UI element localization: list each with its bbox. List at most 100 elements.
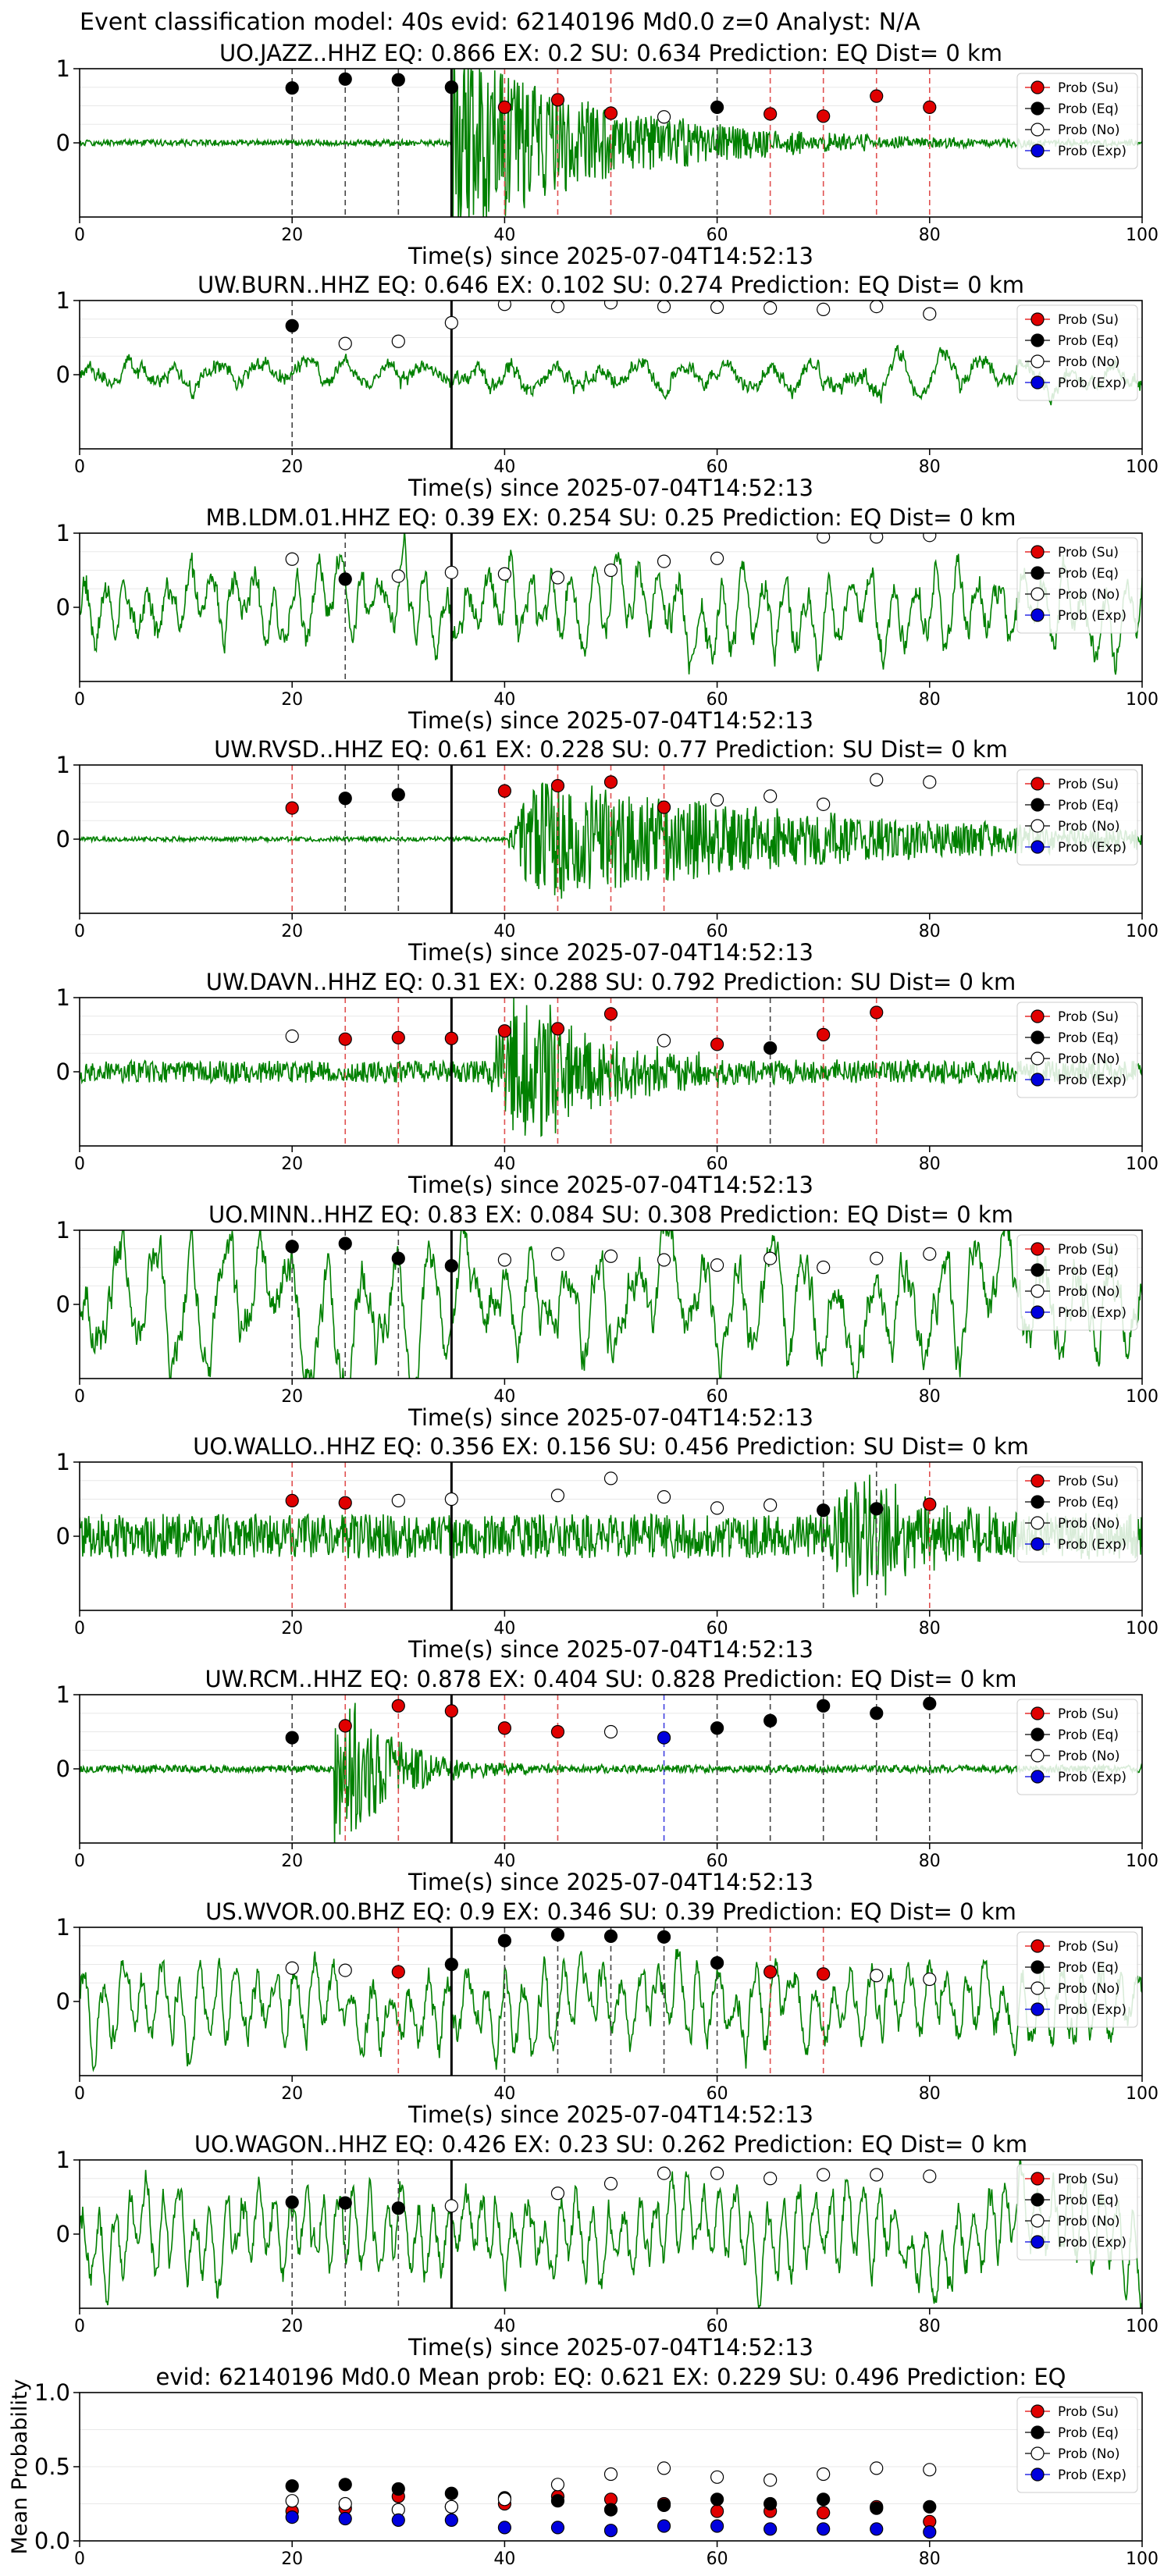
x-tick-label: 20 (281, 1155, 303, 1174)
x-tick-label: 100 (1126, 922, 1159, 941)
prob-point-su (603, 106, 618, 120)
prob-point-no (923, 533, 937, 543)
legend-label: Prob (No) (1058, 1516, 1120, 1532)
legend-marker-su (1030, 2172, 1045, 2186)
prob-point-no (550, 1247, 565, 1261)
x-tick-label: 20 (281, 2549, 303, 2569)
prob-point-eq (285, 2195, 299, 2209)
legend-marker-su (1030, 80, 1045, 94)
legend-marker-exp (1030, 2235, 1045, 2249)
prob-point-su (657, 800, 671, 814)
legend-marker-eq (1030, 1495, 1045, 1509)
x-tick-label: 80 (919, 1387, 941, 1407)
prob-point-eq (710, 100, 724, 114)
prob-point-no (710, 1501, 724, 1515)
legend-label: Prob (No) (1058, 354, 1120, 370)
x-axis-label: Time(s) since 2025-07-04T14:52:13 (408, 1172, 813, 1198)
prob-point-no (763, 789, 778, 803)
x-tick-label: 100 (1126, 1852, 1159, 1871)
legend-marker-exp (1030, 1537, 1045, 1551)
x-tick-label: 80 (919, 1155, 941, 1174)
legend-label: Prob (Su) (1058, 1242, 1119, 1258)
x-tick-label: 80 (919, 922, 941, 941)
prob-point-no (817, 2168, 831, 2182)
legend-marker-eq (1030, 1960, 1045, 1974)
x-tick-label: 40 (493, 1155, 515, 1174)
prob-point-no (285, 552, 299, 566)
legend-marker-no (1030, 354, 1045, 368)
legend-marker-su (1030, 1009, 1045, 1023)
prob-point-su (710, 1037, 724, 1051)
prob-point-no (817, 1260, 831, 1275)
legend-box (1016, 537, 1138, 634)
legend-label: Prob (Exp) (1058, 1537, 1127, 1553)
prob-point-no (550, 2186, 565, 2201)
panel-title: US.WVOR.00.BHZ EQ: 0.9 EX: 0.346 SU: 0.3… (205, 1898, 1016, 1925)
mean-point-eq (817, 2492, 831, 2507)
legend-marker-su (1030, 1706, 1045, 1720)
y-tick-label: 1 (56, 55, 70, 82)
x-tick-label: 60 (707, 1155, 728, 1174)
prob-point-no (923, 1972, 937, 1987)
prob-point-no (391, 1493, 405, 1508)
legend-marker-no (1030, 1516, 1045, 1530)
legend: Prob (Su) Prob (Eq) Prob (No) Prob (Exp) (1016, 1234, 1138, 1331)
legend-box (1016, 2164, 1138, 2261)
legend-label: Prob (Eq) (1058, 1495, 1119, 1510)
prob-point-no (923, 307, 937, 321)
prob-point-no (657, 110, 671, 124)
plot-area (80, 2393, 1142, 2539)
prob-point-no (338, 1963, 352, 1977)
mean-point-no (923, 2463, 937, 2477)
mean-point-eq (391, 2482, 405, 2496)
prob-point-eq (550, 1927, 565, 1942)
legend-label: Prob (Eq) (1058, 1960, 1119, 1976)
x-tick-label: 0 (74, 690, 85, 710)
prob-point-su (817, 1027, 831, 1042)
prob-point-no (870, 2168, 884, 2182)
legend-label: Prob (No) (1058, 2214, 1120, 2229)
mean-point-no (603, 2467, 618, 2482)
legend-label: Prob (Su) (1058, 1706, 1119, 1722)
y-tick-label: 0 (56, 130, 70, 156)
legend-box (1016, 1699, 1138, 1795)
y-tick-label: 0 (56, 1988, 70, 2015)
legend-marker-exp (1030, 608, 1045, 622)
chart-panel-10: UO.WAGON..HHZ EQ: 0.426 EX: 0.23 SU: 0.2… (56, 2131, 1159, 2361)
prob-point-no (550, 1489, 565, 1503)
x-axis-label: Time(s) since 2025-07-04T14:52:13 (408, 2101, 813, 2128)
legend-box (1016, 1234, 1138, 1331)
plot-area (80, 533, 1142, 681)
x-tick-label: 0 (74, 922, 85, 941)
panel-title: UW.BURN..HHZ EQ: 0.646 EX: 0.102 SU: 0.2… (198, 272, 1024, 298)
prob-point-no (710, 1258, 724, 1272)
prob-point-no (391, 569, 405, 583)
x-tick-label: 60 (707, 2549, 728, 2569)
legend-marker-no (1030, 819, 1045, 833)
prob-point-eq (391, 1251, 405, 1265)
y-tick-label: 1 (56, 752, 70, 778)
panel-title: UO.MINN..HHZ EQ: 0.83 EX: 0.084 SU: 0.30… (208, 1201, 1013, 1228)
prob-point-su (391, 1699, 405, 1713)
prob-point-su (923, 100, 937, 114)
prob-point-no (763, 2172, 778, 2186)
x-tick-label: 100 (1126, 2084, 1159, 2104)
plot-area (80, 301, 1142, 449)
legend-label: Prob (Exp) (1058, 2235, 1127, 2250)
legend-label: Prob (Exp) (1058, 608, 1127, 624)
prob-point-no (923, 2169, 937, 2183)
prob-point-no (497, 301, 511, 311)
mean-point-eq (550, 2494, 565, 2508)
legend-label: Prob (Eq) (1058, 1727, 1119, 1743)
prob-point-no (603, 1471, 618, 1485)
prob-point-eq (923, 1696, 937, 1710)
prob-point-su (497, 1721, 512, 1735)
x-tick-label: 100 (1126, 1387, 1159, 1407)
legend-marker-exp (1030, 144, 1045, 158)
mean-point-no (817, 2467, 831, 2482)
y-tick-label: 0 (56, 1291, 70, 1318)
y-tick-label: 0.5 (34, 2453, 70, 2480)
x-tick-label: 60 (707, 1852, 728, 1871)
mean-point-eq (710, 2492, 724, 2507)
mean-point-eq (763, 2496, 778, 2511)
